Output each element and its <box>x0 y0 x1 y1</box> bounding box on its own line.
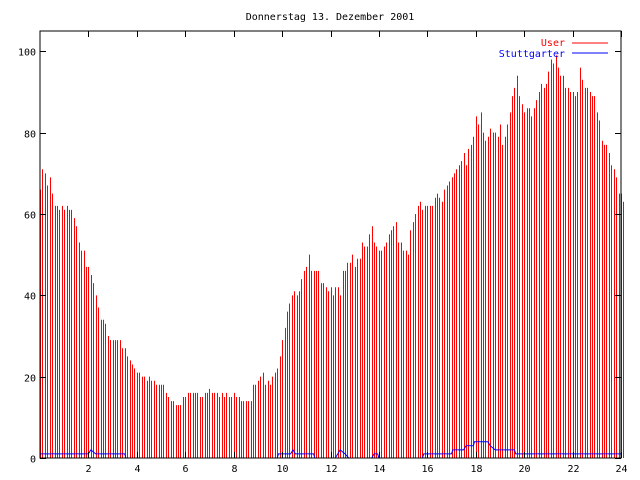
y-tick-label: 100 <box>18 48 36 59</box>
x-tick-label: 4 <box>134 464 140 475</box>
x-tick-label: 6 <box>182 464 188 475</box>
y-tick-label: 20 <box>24 374 36 385</box>
plot-frame <box>39 30 622 459</box>
legend: User Stuttgarter <box>499 38 608 60</box>
y-tick-label: 60 <box>24 211 36 222</box>
x-tick-label: 14 <box>373 464 385 475</box>
x-tick-label: 8 <box>231 464 237 475</box>
x-tick-label: 10 <box>276 464 288 475</box>
x-tick-label: 22 <box>567 464 579 475</box>
legend-label-user: User <box>541 38 565 49</box>
x-tick-label: 24 <box>615 464 627 475</box>
x-tick-label: 16 <box>421 464 433 475</box>
x-tick-label: 20 <box>518 464 530 475</box>
y-tick-label: 80 <box>24 130 36 141</box>
chart-title: Donnerstag 13. Dezember 2001 <box>246 12 415 23</box>
x-tick-label: 2 <box>85 464 91 475</box>
y-tick-label: 0 <box>30 455 36 466</box>
y-tick-label: 40 <box>24 292 36 303</box>
legend-label-stuttgarter: Stuttgarter <box>499 49 565 60</box>
user-bars <box>40 55 624 458</box>
x-tick-label: 18 <box>470 464 482 475</box>
x-tick-label: 12 <box>325 464 337 475</box>
